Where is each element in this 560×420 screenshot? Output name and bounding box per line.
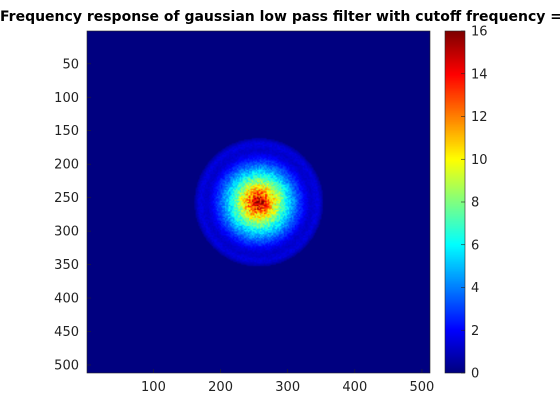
y-tick-label: 300 xyxy=(54,225,79,240)
colorbar-tick-label: 0 xyxy=(471,367,479,382)
y-tick-label: 350 xyxy=(54,258,79,273)
chart-title-text: Frequency response of gaussian low pass … xyxy=(0,9,560,25)
plot-frame xyxy=(86,30,431,374)
colorbar: 0 2 4 6 8 10 12 14 16 xyxy=(444,25,488,382)
x-tick-label: 200 xyxy=(208,380,233,395)
y-tick-label: 450 xyxy=(54,325,79,340)
y-tick-label: 50 xyxy=(62,57,79,72)
colorbar-image xyxy=(445,31,465,373)
colorbar-tick-label: 6 xyxy=(471,238,479,253)
x-tick-label: 300 xyxy=(275,380,300,395)
x-tick-label: 500 xyxy=(410,380,435,395)
x-axis: 100 200 300 400 500 xyxy=(141,369,434,395)
x-tick-label: 400 xyxy=(342,380,367,395)
colorbar-ticks: 0 2 4 6 8 10 12 14 16 xyxy=(461,25,488,382)
y-axis: 50 100 150 200 250 300 350 400 450 500 xyxy=(54,57,91,373)
x-tick-label: 100 xyxy=(141,380,166,395)
colorbar-tick-label: 2 xyxy=(471,324,479,339)
y-tick-label: 500 xyxy=(54,358,79,373)
y-tick-label: 150 xyxy=(54,124,79,139)
colorbar-tick-label: 4 xyxy=(471,281,479,296)
y-tick-label: 100 xyxy=(54,91,79,106)
colorbar-tick-label: 16 xyxy=(471,25,488,40)
chart-title: Frequency response of gaussian low pass … xyxy=(0,9,560,25)
colorbar-tick-label: 10 xyxy=(471,153,488,168)
plot-area xyxy=(86,30,431,374)
colorbar-tick-label: 14 xyxy=(471,67,488,82)
y-tick-label: 250 xyxy=(54,191,79,206)
y-tick-label: 400 xyxy=(54,292,79,307)
y-tick-label: 200 xyxy=(54,158,79,173)
colorbar-tick-label: 8 xyxy=(471,196,479,211)
colorbar-tick-label: 12 xyxy=(471,110,488,125)
heatmap-image xyxy=(87,31,430,373)
